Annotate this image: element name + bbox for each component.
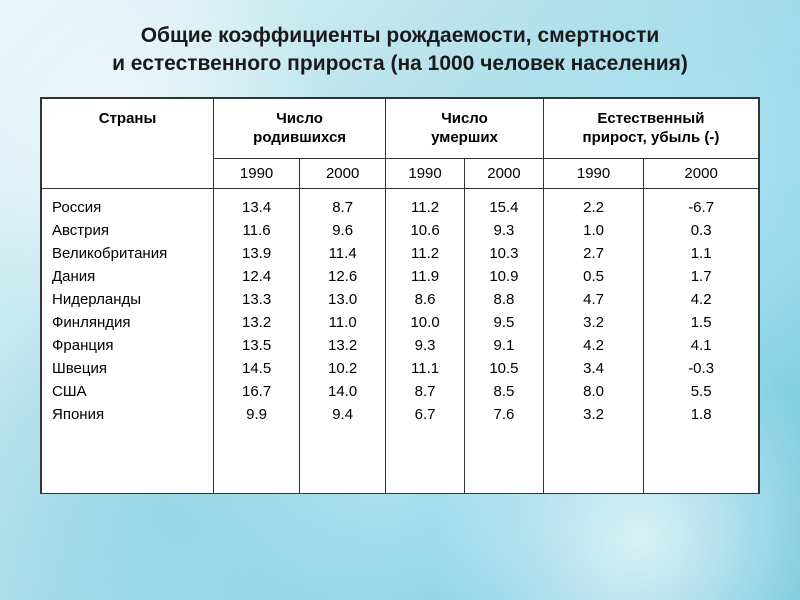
natural-2000: 2000 [644, 158, 759, 188]
cell-value: 2.7 [543, 242, 643, 265]
cell-value: 8.8 [465, 288, 544, 311]
cell-value: 9.5 [465, 311, 544, 334]
cell-value: 2.2 [543, 188, 643, 219]
cell-value: 0.3 [644, 219, 759, 242]
cell-value: 9.3 [386, 334, 465, 357]
cell-value: 7.6 [465, 403, 544, 493]
table-row: Нидерланды13.313.08.68.84.74.2 [42, 288, 759, 311]
cell-value: 9.9 [214, 403, 300, 493]
cell-country: Великобритания [42, 242, 214, 265]
title-line-1: Общие коэффициенты рождаемости, смертнос… [141, 24, 660, 47]
cell-value: 13.2 [214, 311, 300, 334]
cell-value: 13.9 [214, 242, 300, 265]
data-table-container: Страны Числородившихся Числоумерших Есте… [40, 97, 760, 494]
cell-value: 11.0 [300, 311, 386, 334]
cell-value: 8.5 [465, 380, 544, 403]
page-title: Общие коэффициенты рождаемости, смертнос… [0, 0, 800, 97]
cell-value: 10.3 [465, 242, 544, 265]
col-countries: Страны [42, 98, 214, 188]
cell-country: Россия [42, 188, 214, 219]
cell-value: 13.0 [300, 288, 386, 311]
table-row: Финляндия13.211.010.09.53.21.5 [42, 311, 759, 334]
deaths-2000: 2000 [465, 158, 544, 188]
cell-country: США [42, 380, 214, 403]
cell-value: 11.2 [386, 242, 465, 265]
cell-value: 9.6 [300, 219, 386, 242]
cell-value: 14.0 [300, 380, 386, 403]
cell-value: 13.4 [214, 188, 300, 219]
cell-value: 4.2 [644, 288, 759, 311]
cell-value: 4.7 [543, 288, 643, 311]
cell-country: Финляндия [42, 311, 214, 334]
cell-value: 10.2 [300, 357, 386, 380]
deaths-1990: 1990 [386, 158, 465, 188]
cell-value: 10.9 [465, 265, 544, 288]
cell-value: 3.4 [543, 357, 643, 380]
demographics-table: Страны Числородившихся Числоумерших Есте… [41, 98, 759, 493]
cell-value: -0.3 [644, 357, 759, 380]
births-1990: 1990 [214, 158, 300, 188]
cell-value: 8.7 [386, 380, 465, 403]
header-group-row: Страны Числородившихся Числоумерших Есте… [42, 98, 759, 158]
cell-value: 11.1 [386, 357, 465, 380]
cell-value: 13.3 [214, 288, 300, 311]
cell-value: 1.8 [644, 403, 759, 493]
cell-value: 11.2 [386, 188, 465, 219]
cell-value: 1.5 [644, 311, 759, 334]
col-deaths: Числоумерших [386, 98, 544, 158]
table-row: Дания12.412.611.910.90.51.7 [42, 265, 759, 288]
cell-value: 11.9 [386, 265, 465, 288]
cell-value: 12.6 [300, 265, 386, 288]
table-row: Австрия11.69.610.69.31.00.3 [42, 219, 759, 242]
cell-country: Австрия [42, 219, 214, 242]
cell-value: 9.3 [465, 219, 544, 242]
cell-value: 1.0 [543, 219, 643, 242]
title-line-2: и естественного прироста (на 1000 челове… [112, 52, 688, 75]
cell-value: 8.7 [300, 188, 386, 219]
table-body: Россия13.48.711.215.42.2-6.7Австрия11.69… [42, 188, 759, 493]
cell-country: Швеция [42, 357, 214, 380]
cell-country: Дания [42, 265, 214, 288]
cell-value: 3.2 [543, 311, 643, 334]
cell-value: 10.0 [386, 311, 465, 334]
natural-1990: 1990 [543, 158, 643, 188]
cell-value: 9.4 [300, 403, 386, 493]
table-row: Япония9.99.46.77.63.21.8 [42, 403, 759, 493]
cell-value: 5.5 [644, 380, 759, 403]
cell-value: 13.2 [300, 334, 386, 357]
col-natural: Естественныйприрост, убыль (-) [543, 98, 758, 158]
table-row: Россия13.48.711.215.42.2-6.7 [42, 188, 759, 219]
cell-value: -6.7 [644, 188, 759, 219]
cell-value: 15.4 [465, 188, 544, 219]
cell-value: 0.5 [543, 265, 643, 288]
cell-value: 13.5 [214, 334, 300, 357]
cell-value: 12.4 [214, 265, 300, 288]
cell-country: Франция [42, 334, 214, 357]
cell-value: 14.5 [214, 357, 300, 380]
cell-value: 4.1 [644, 334, 759, 357]
table-row: Швеция14.510.211.110.53.4-0.3 [42, 357, 759, 380]
cell-value: 1.1 [644, 242, 759, 265]
col-births: Числородившихся [214, 98, 386, 158]
cell-value: 10.6 [386, 219, 465, 242]
cell-value: 4.2 [543, 334, 643, 357]
cell-value: 1.7 [644, 265, 759, 288]
cell-value: 11.6 [214, 219, 300, 242]
table-row: США16.714.08.78.58.05.5 [42, 380, 759, 403]
births-2000: 2000 [300, 158, 386, 188]
cell-country: Япония [42, 403, 214, 493]
cell-value: 10.5 [465, 357, 544, 380]
cell-value: 11.4 [300, 242, 386, 265]
cell-value: 6.7 [386, 403, 465, 493]
cell-value: 16.7 [214, 380, 300, 403]
cell-value: 8.6 [386, 288, 465, 311]
cell-value: 3.2 [543, 403, 643, 493]
table-row: Франция13.513.29.39.14.24.1 [42, 334, 759, 357]
cell-value: 9.1 [465, 334, 544, 357]
cell-value: 8.0 [543, 380, 643, 403]
table-row: Великобритания13.911.411.210.32.71.1 [42, 242, 759, 265]
cell-country: Нидерланды [42, 288, 214, 311]
